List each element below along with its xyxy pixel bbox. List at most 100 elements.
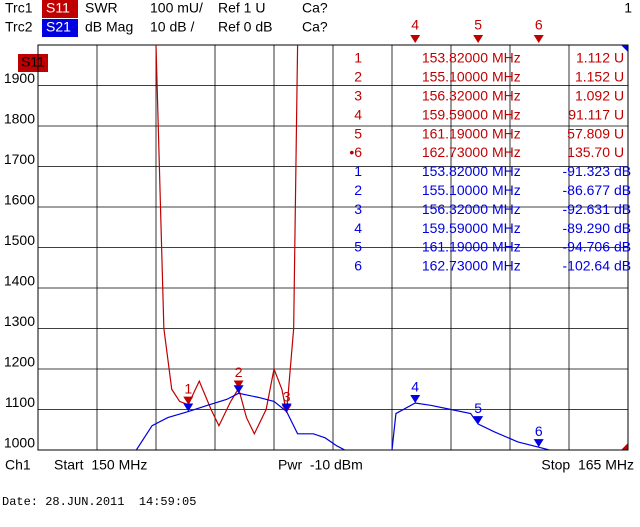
trace (391, 402, 550, 450)
table-cell: MHz (492, 144, 521, 160)
marker-label: 4 (411, 379, 419, 395)
corner-icon (621, 443, 628, 450)
header-text: S21 (46, 19, 71, 35)
table-cell: U (614, 69, 624, 85)
y-tick-label: 1900 (4, 70, 35, 86)
y-tick-label: 1200 (4, 354, 35, 370)
table-cell: 2 (354, 182, 362, 198)
footer-power: Pwr -10 dBm (278, 457, 363, 473)
y-tick-label: 1800 (4, 111, 35, 127)
table-cell: MHz (492, 220, 521, 236)
table-cell: MHz (492, 258, 521, 274)
table-cell: 162.73000 (422, 258, 488, 274)
table-cell: 161.19000 (422, 239, 488, 255)
table-cell: -86.677 (563, 182, 611, 198)
table-cell: 153.82000 (422, 50, 488, 66)
marker-label: 1 (184, 380, 192, 396)
table-cell: 159.59000 (422, 106, 488, 122)
table-cell: U (614, 125, 624, 141)
table-cell: 6 (354, 258, 362, 274)
table-cell: U (614, 88, 624, 104)
marker (233, 380, 244, 389)
marker (233, 385, 244, 394)
table-cell: 91.117 (568, 106, 610, 122)
footer-channel: Ch1 (5, 457, 31, 473)
footer-stop: Stop 165 MHz (541, 457, 634, 473)
s11-badge (42, 0, 78, 18)
date-line: Date: 28.JUN.2011 14:59:05 (2, 495, 196, 509)
header-text: dB Mag (85, 19, 133, 35)
table-cell: -89.290 (563, 220, 611, 236)
y-tick-label: 1500 (4, 232, 35, 248)
trace-label: S11 (21, 54, 45, 70)
trace-badge (18, 54, 48, 72)
table-cell: 156.32000 (422, 88, 488, 104)
corner-icon (621, 45, 628, 52)
table-cell: 1 (354, 50, 362, 66)
table-cell: 5 (354, 239, 362, 255)
table-cell: -92.631 (563, 201, 611, 217)
table-cell: MHz (492, 239, 521, 255)
table-cell: dB (614, 182, 631, 198)
table-cell: -102.64 (563, 258, 611, 274)
marker-label: 3 (283, 388, 291, 404)
table-cell: 161.19000 (422, 125, 488, 141)
marker (473, 35, 484, 43)
table-cell: 4 (354, 106, 362, 122)
y-tick-label: 1700 (4, 151, 35, 167)
table-cell: MHz (492, 106, 521, 122)
header-text: Ref 0 dB (218, 19, 272, 35)
table-cell: dB (614, 201, 631, 217)
marker (410, 35, 421, 43)
table-cell: 1 (354, 163, 362, 179)
table-cell: 1.092 (575, 88, 610, 104)
table-cell: 5 (354, 125, 362, 141)
footer-start: Start 150 MHz (54, 457, 147, 473)
table-cell: 1.112 (576, 50, 610, 66)
table-cell: dB (614, 258, 631, 274)
marker (533, 35, 544, 43)
header-text: Ref 1 U (218, 0, 265, 16)
trace (135, 392, 346, 450)
table-cell: 3 (354, 88, 362, 104)
header-text: Trc1 (5, 0, 33, 16)
table-cell: 155.10000 (422, 182, 488, 198)
table-cell: 1.152 (575, 69, 610, 85)
table-cell: 162.73000 (422, 144, 488, 160)
marker (410, 395, 421, 404)
table-cell: 2 (354, 69, 362, 85)
header-text: Ca? (302, 19, 328, 35)
table-cell: U (614, 144, 624, 160)
table-cell: dB (614, 163, 631, 179)
table-cell: MHz (492, 201, 521, 217)
marker (533, 439, 544, 448)
header-text: 100 mU/ (150, 0, 203, 16)
table-cell: -91.323 (563, 163, 611, 179)
table-cell: dB (614, 220, 631, 236)
marker (183, 403, 194, 412)
table-cell: 159.59000 (422, 220, 488, 236)
table-cell: U (614, 50, 624, 66)
marker-label: 6 (535, 17, 543, 33)
y-tick-label: 1600 (4, 192, 35, 208)
table-cell: MHz (492, 163, 521, 179)
y-tick-label: 1400 (4, 273, 35, 289)
y-tick-label: 1300 (4, 313, 35, 329)
table-cell: -94.706 (563, 239, 611, 255)
header-text: Trc2 (5, 19, 33, 35)
header-text: 10 dB / (150, 19, 194, 35)
table-cell: 153.82000 (422, 163, 488, 179)
table-cell: MHz (492, 69, 521, 85)
table-cell: MHz (492, 50, 521, 66)
marker-label: 5 (474, 400, 482, 416)
marker-label: 2 (235, 364, 243, 380)
table-cell: 156.32000 (422, 201, 488, 217)
table-cell: MHz (492, 182, 521, 198)
table-cell: •6 (349, 144, 362, 160)
header-text: Ca? (302, 0, 328, 16)
y-tick-label: 1000 (4, 435, 35, 451)
table-cell: MHz (492, 125, 521, 141)
table-cell: dB (614, 239, 631, 255)
table-cell: 3 (354, 201, 362, 217)
